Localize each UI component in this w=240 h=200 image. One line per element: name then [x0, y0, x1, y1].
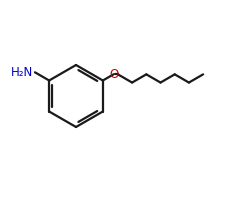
- Text: H₂N: H₂N: [11, 66, 33, 79]
- Text: O: O: [110, 68, 119, 81]
